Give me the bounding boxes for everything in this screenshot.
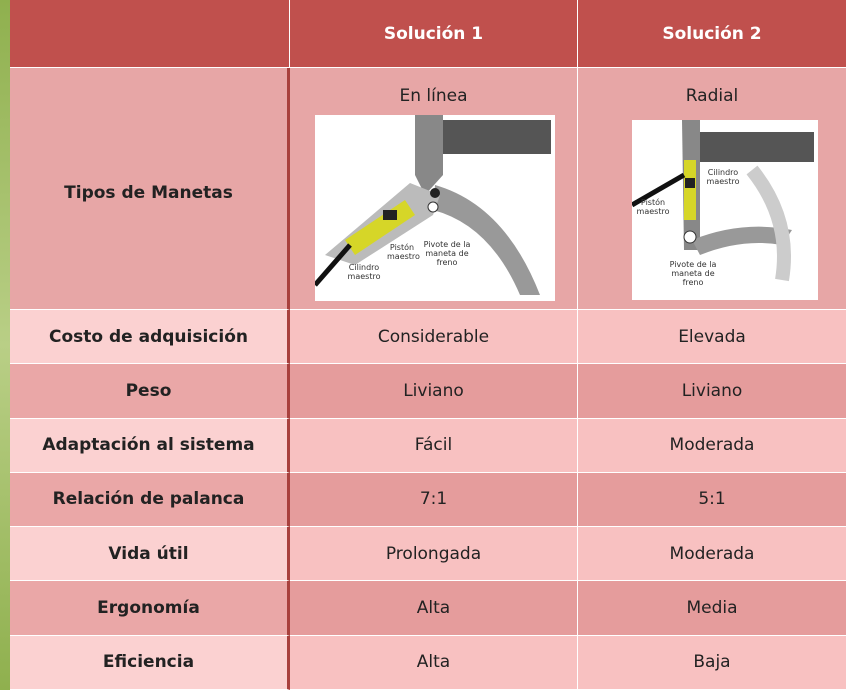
cell: Moderada — [578, 527, 847, 582]
figure-label: Cilindro maestro — [706, 168, 740, 186]
row-label: Relación de palanca — [10, 472, 290, 528]
row-label: Eficiencia — [10, 635, 290, 690]
cell: Fácil — [290, 418, 578, 473]
cell: 5:1 — [578, 472, 847, 528]
figure-label: Pistón maestro — [636, 198, 670, 216]
label-text: Tipos de Manetas — [64, 182, 233, 203]
cell: Baja — [578, 635, 847, 690]
cell: Liviano — [290, 364, 578, 419]
row-label: Vida útil — [10, 527, 290, 582]
row-label: Costo de adquisición — [10, 310, 290, 365]
cell: Alta — [290, 581, 578, 636]
type-name: En línea — [399, 86, 468, 106]
lever-drawing — [313, 115, 551, 295]
background-stripe — [0, 0, 10, 690]
cell: Media — [578, 581, 847, 636]
header-cell: Solución 1 — [290, 0, 578, 68]
row-label: Tipos de Manetas — [10, 68, 290, 310]
figure-radial: Cilindro maestro Pistón maestro Pivote d… — [630, 120, 818, 300]
figure-label: Cilindro maestro — [347, 263, 381, 281]
cell: Considerable — [290, 310, 578, 365]
cell: Elevada — [578, 310, 847, 365]
cell: 7:1 — [290, 472, 578, 528]
figure-inline: Pistón maestro Pivote de la maneta de fr… — [313, 115, 555, 301]
cell: Alta — [290, 635, 578, 690]
row-label: Adaptación al sistema — [10, 418, 290, 473]
row-label: Ergonomía — [10, 581, 290, 636]
cell: Prolongada — [290, 527, 578, 582]
header-cell: Solución 2 — [578, 0, 847, 68]
cell: Moderada — [578, 418, 847, 473]
lever-drawing — [630, 120, 814, 282]
cell: Liviano — [578, 364, 847, 419]
figure-label: Pistón maestro — [387, 243, 420, 261]
figure-label: Pivote de la maneta de freno — [423, 240, 471, 267]
type-name: Radial — [685, 86, 739, 106]
figure-label: Pivote de la maneta de freno — [669, 260, 717, 287]
row-label: Peso — [10, 364, 290, 419]
header-cell — [10, 0, 290, 68]
